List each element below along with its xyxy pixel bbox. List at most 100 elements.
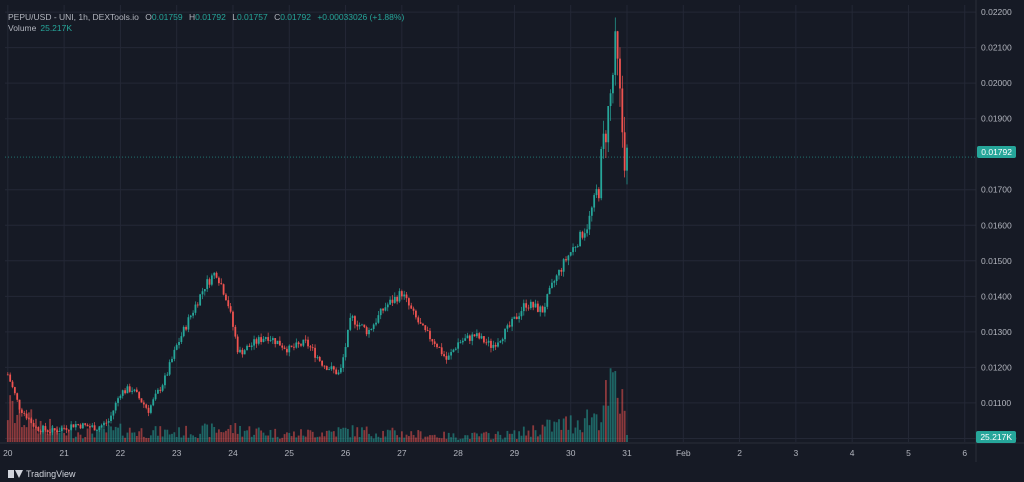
volume-bar: [152, 430, 155, 442]
candle-body: [612, 74, 614, 94]
x-tick-label: 29: [510, 448, 520, 458]
volume-bar: [107, 425, 110, 442]
candle-body: [178, 341, 180, 346]
volume-bar: [295, 437, 298, 442]
candle-body: [586, 229, 589, 234]
candle-body: [534, 303, 537, 308]
candle-body: [257, 337, 260, 344]
tradingview-brand[interactable]: TradingView: [8, 469, 76, 479]
candle-body: [330, 366, 333, 370]
volume-bar: [351, 425, 354, 442]
volume-bar: [325, 430, 328, 442]
candle-body: [283, 347, 286, 349]
candle-body: [555, 275, 558, 282]
candle-body: [131, 390, 134, 392]
candle-body: [579, 231, 581, 247]
volume-bar: [147, 437, 150, 442]
candle-body: [16, 393, 19, 400]
candle-body: [344, 346, 347, 358]
volume-bar: [452, 433, 455, 442]
volume-bar: [616, 397, 619, 442]
candle-body: [105, 422, 108, 424]
volume-bar: [138, 431, 141, 442]
volume-bar: [522, 426, 525, 442]
volume-bar: [297, 435, 300, 442]
volume-bar: [89, 426, 91, 442]
candle-body: [187, 317, 190, 330]
volume-bar: [536, 436, 539, 442]
volume-bar: [300, 429, 302, 442]
candle-body: [149, 405, 152, 413]
volume-bar: [332, 431, 335, 442]
candle-body: [152, 399, 155, 406]
candle-body: [572, 247, 574, 253]
candle-body: [485, 342, 488, 344]
candle-body: [569, 252, 572, 256]
volume-bar: [344, 427, 347, 442]
volume-bar: [67, 430, 70, 442]
candle-body: [565, 259, 567, 261]
volume-bar: [581, 432, 584, 442]
volume-bar: [356, 427, 359, 442]
candle-body: [201, 291, 204, 295]
candle-body: [597, 189, 600, 199]
x-tick-label: 22: [116, 448, 126, 458]
volume-bar: [363, 430, 366, 442]
volume-bar: [213, 426, 216, 442]
y-tick-label: 0.01300: [981, 327, 1012, 337]
x-tick-label: Feb: [676, 448, 691, 458]
candle-body: [351, 316, 354, 318]
volume-bar: [504, 437, 506, 442]
candle-body: [527, 307, 530, 309]
candle-body: [398, 291, 401, 302]
volume-bar: [114, 426, 117, 442]
candle-body: [307, 339, 309, 347]
volume-bar: [403, 437, 406, 442]
candle-body: [25, 413, 28, 419]
volume-bar: [309, 430, 312, 442]
volume-bar: [415, 437, 417, 442]
volume-bar: [60, 425, 63, 442]
candle-body: [504, 328, 506, 340]
candle-body: [407, 298, 410, 306]
volume-bar: [478, 436, 481, 442]
volume-bar: [454, 437, 457, 442]
volume-bar: [342, 427, 345, 442]
candle-body: [349, 317, 352, 330]
volume-bar: [335, 436, 338, 442]
candle-body: [267, 337, 270, 341]
candle-body: [433, 341, 436, 344]
volume-bar: [393, 430, 396, 442]
volume-bar: [164, 429, 166, 442]
candle-body: [70, 424, 73, 430]
volume-bar: [180, 437, 183, 442]
candle-body: [436, 343, 438, 348]
volume-bar: [609, 368, 612, 442]
candle-body: [417, 317, 420, 323]
change-value: +0.00033026 (+1.88%): [317, 12, 405, 22]
candle-body: [391, 299, 394, 303]
volume-bar: [6, 420, 9, 442]
volume-bar: [323, 436, 326, 442]
volume-bar: [567, 429, 570, 442]
y-tick-label: 0.02100: [981, 43, 1012, 53]
candle-body: [91, 425, 94, 427]
candle-body: [513, 316, 516, 319]
candle-body: [478, 333, 481, 339]
candle-body: [593, 195, 596, 208]
candle-body: [337, 372, 340, 375]
volume-bar: [546, 419, 549, 442]
volume-bar: [436, 437, 438, 442]
candle-body: [459, 342, 462, 344]
volume-bar: [112, 430, 115, 442]
candle-body: [241, 349, 244, 355]
candle-body: [53, 428, 56, 431]
candle-body: [72, 424, 75, 428]
candle-body: [295, 342, 298, 348]
candle-body: [274, 338, 277, 345]
candle-body: [461, 340, 464, 343]
candle-body: [248, 345, 251, 347]
volume-bar: [93, 437, 96, 442]
